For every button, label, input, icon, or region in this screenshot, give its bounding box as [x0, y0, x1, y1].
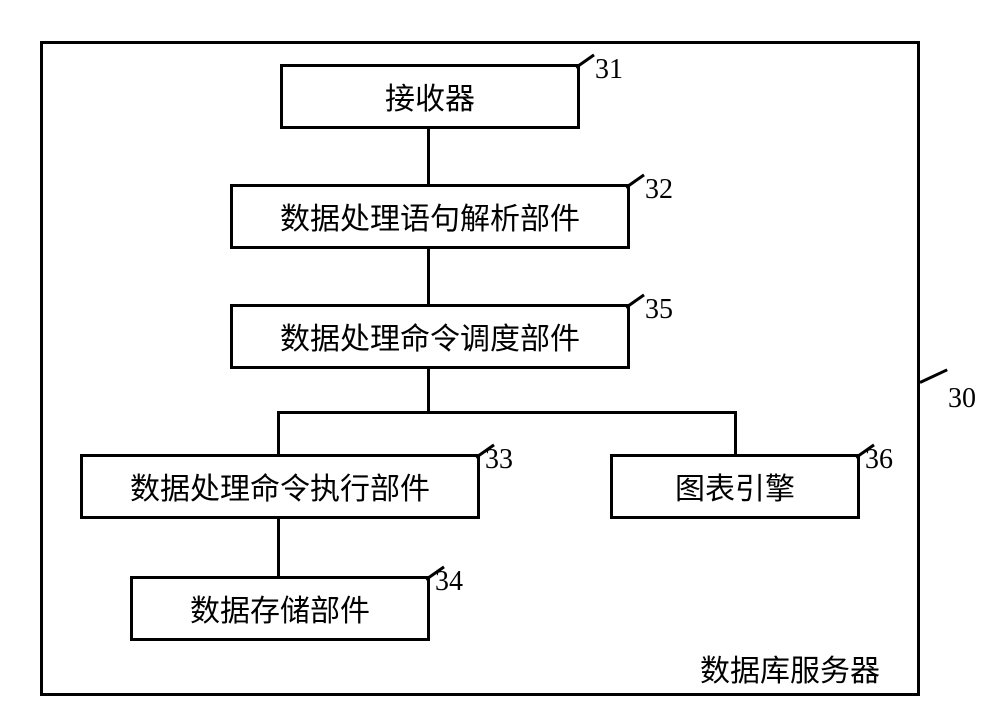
outer-box-number: 30 — [948, 383, 976, 415]
node-number-n34: 34 — [435, 566, 463, 598]
node-n32: 数据处理语句解析部件 — [230, 184, 630, 249]
node-label-n31: 接收器 — [385, 74, 475, 118]
outer-box-tick — [919, 368, 947, 383]
edge-h-n33 — [277, 411, 280, 454]
node-label-n32: 数据处理语句解析部件 — [280, 194, 580, 238]
node-label-n34: 数据存储部件 — [190, 586, 370, 630]
edge-split-h — [277, 411, 737, 414]
edge-h-n36 — [734, 411, 737, 454]
edge-n31-n32 — [427, 129, 430, 184]
diagram-container: 接收器 31 数据处理语句解析部件 32 数据处理命令调度部件 35 数据处理命令执行部件 3… — [30, 21, 970, 701]
node-n36: 图表引擎 — [610, 454, 860, 519]
node-n35: 数据处理命令调度部件 — [230, 304, 630, 369]
node-label-n35: 数据处理命令调度部件 — [280, 314, 580, 358]
edge-n32-n35 — [427, 249, 430, 304]
node-n33: 数据处理命令执行部件 — [80, 454, 480, 519]
diagram-title: 数据库服务器 — [700, 646, 880, 690]
node-number-n33: 33 — [485, 444, 513, 476]
edge-n35-split — [427, 369, 430, 411]
node-number-n31: 31 — [595, 54, 623, 86]
node-number-n36: 36 — [865, 444, 893, 476]
node-n34: 数据存储部件 — [130, 576, 430, 641]
node-number-n35: 35 — [645, 294, 673, 326]
node-n31: 接收器 — [280, 64, 580, 129]
node-number-n32: 32 — [645, 174, 673, 206]
node-label-n36: 图表引擎 — [675, 464, 795, 508]
edge-n33-n34 — [277, 519, 280, 576]
node-label-n33: 数据处理命令执行部件 — [130, 464, 430, 508]
